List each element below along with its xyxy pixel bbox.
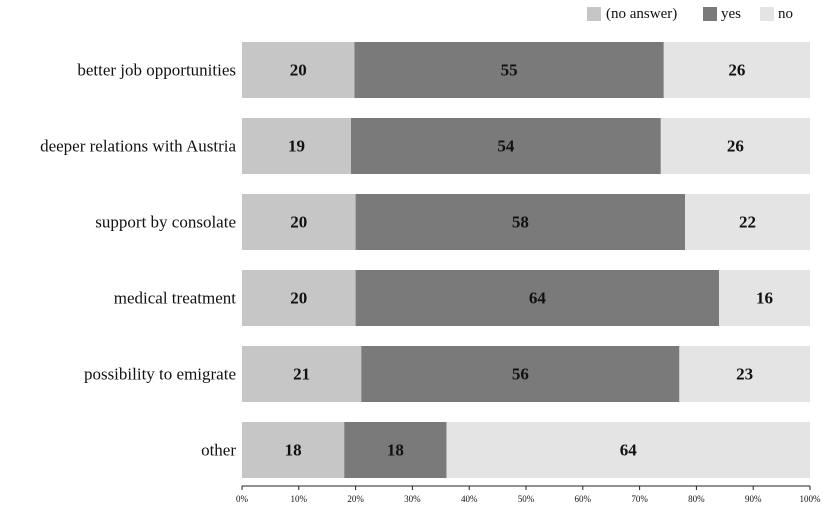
legend-swatch xyxy=(760,7,774,21)
data-label: 54 xyxy=(497,137,515,156)
x-tick-label: 30% xyxy=(404,494,421,504)
data-label: 56 xyxy=(512,365,529,384)
data-label: 55 xyxy=(501,61,518,80)
bar-segment-yes xyxy=(351,118,661,174)
bar-segment-no xyxy=(446,422,810,478)
data-label: 18 xyxy=(285,441,302,460)
data-label: 19 xyxy=(288,137,305,156)
data-label: 26 xyxy=(727,137,744,156)
data-label: 58 xyxy=(512,213,529,232)
bar-row: 20 55 26 xyxy=(242,42,810,98)
data-label: 20 xyxy=(290,61,307,80)
data-label: 20 xyxy=(290,289,307,308)
legend-label: yes xyxy=(721,6,741,22)
data-label: 26 xyxy=(728,61,745,80)
bar-area: 20 55 26 19 54 26 20 58 22 20 64 16 21 56 23 18 18 64 xyxy=(242,42,810,478)
bar-row: 21 56 23 xyxy=(242,346,810,402)
data-label: 22 xyxy=(739,213,756,232)
category-labels: better job opportunities deeper relations… xyxy=(40,61,236,460)
bar-segment-no-answer xyxy=(242,270,356,326)
bar-segment-no xyxy=(679,346,810,402)
x-tick-label: 0% xyxy=(236,494,249,504)
category-label: medical treatment xyxy=(114,289,237,308)
category-label: better job opportunities xyxy=(77,61,236,80)
bar-row: 19 54 26 xyxy=(242,118,810,174)
legend-item-no-answer: (no answer) xyxy=(587,6,677,22)
bar-segment-no xyxy=(719,270,810,326)
legend-label: no xyxy=(778,6,793,22)
bar-segment-no-answer xyxy=(242,346,362,402)
bar-segment-no-answer xyxy=(242,194,356,250)
bar-segment-yes xyxy=(344,422,447,478)
bar-row: 18 18 64 xyxy=(242,422,810,478)
x-tick-label: 100% xyxy=(800,494,822,504)
bar-segment-yes xyxy=(355,194,686,250)
bar-segment-no-answer xyxy=(242,118,352,174)
bar-segment-yes xyxy=(354,42,664,98)
x-tick-label: 10% xyxy=(291,494,308,504)
bar-segment-no xyxy=(685,194,810,250)
data-label: 21 xyxy=(293,365,310,384)
x-tick-label: 90% xyxy=(745,494,762,504)
data-label: 64 xyxy=(529,289,547,308)
legend-item-yes: yes xyxy=(703,6,741,22)
category-label: other xyxy=(201,441,236,460)
bar-segment-no-answer xyxy=(242,422,345,478)
bar-row: 20 58 22 xyxy=(242,194,810,250)
data-label: 16 xyxy=(756,289,773,308)
x-tick-label: 80% xyxy=(688,494,705,504)
data-label: 64 xyxy=(620,441,638,460)
data-label: 18 xyxy=(387,441,404,460)
bar-segment-no xyxy=(660,118,810,174)
x-tick-label: 20% xyxy=(347,494,364,504)
bar-segment-no xyxy=(663,42,810,98)
legend: (no answer) yes no xyxy=(587,6,793,22)
category-label: deeper relations with Austria xyxy=(40,137,236,156)
legend-swatch xyxy=(703,7,717,21)
category-label: support by consolate xyxy=(95,213,236,232)
x-tick-label: 50% xyxy=(518,494,535,504)
category-label: possibility to emigrate xyxy=(84,365,236,384)
legend-item-no: no xyxy=(760,6,793,22)
bar-segment-no-answer xyxy=(242,42,355,98)
bar-segment-yes xyxy=(361,346,680,402)
bar-segment-yes xyxy=(355,270,720,326)
x-tick-label: 60% xyxy=(575,494,592,504)
data-label: 23 xyxy=(736,365,753,384)
x-tick-label: 70% xyxy=(631,494,648,504)
legend-swatch xyxy=(587,7,601,21)
legend-label: (no answer) xyxy=(606,6,677,22)
data-label: 20 xyxy=(290,213,307,232)
x-tick-label: 40% xyxy=(461,494,478,504)
x-axis: 0% 10% 20% 30% 40% 50% 60% 70% 80% 90% 100% xyxy=(236,485,822,504)
bar-row: 20 64 16 xyxy=(242,270,810,326)
